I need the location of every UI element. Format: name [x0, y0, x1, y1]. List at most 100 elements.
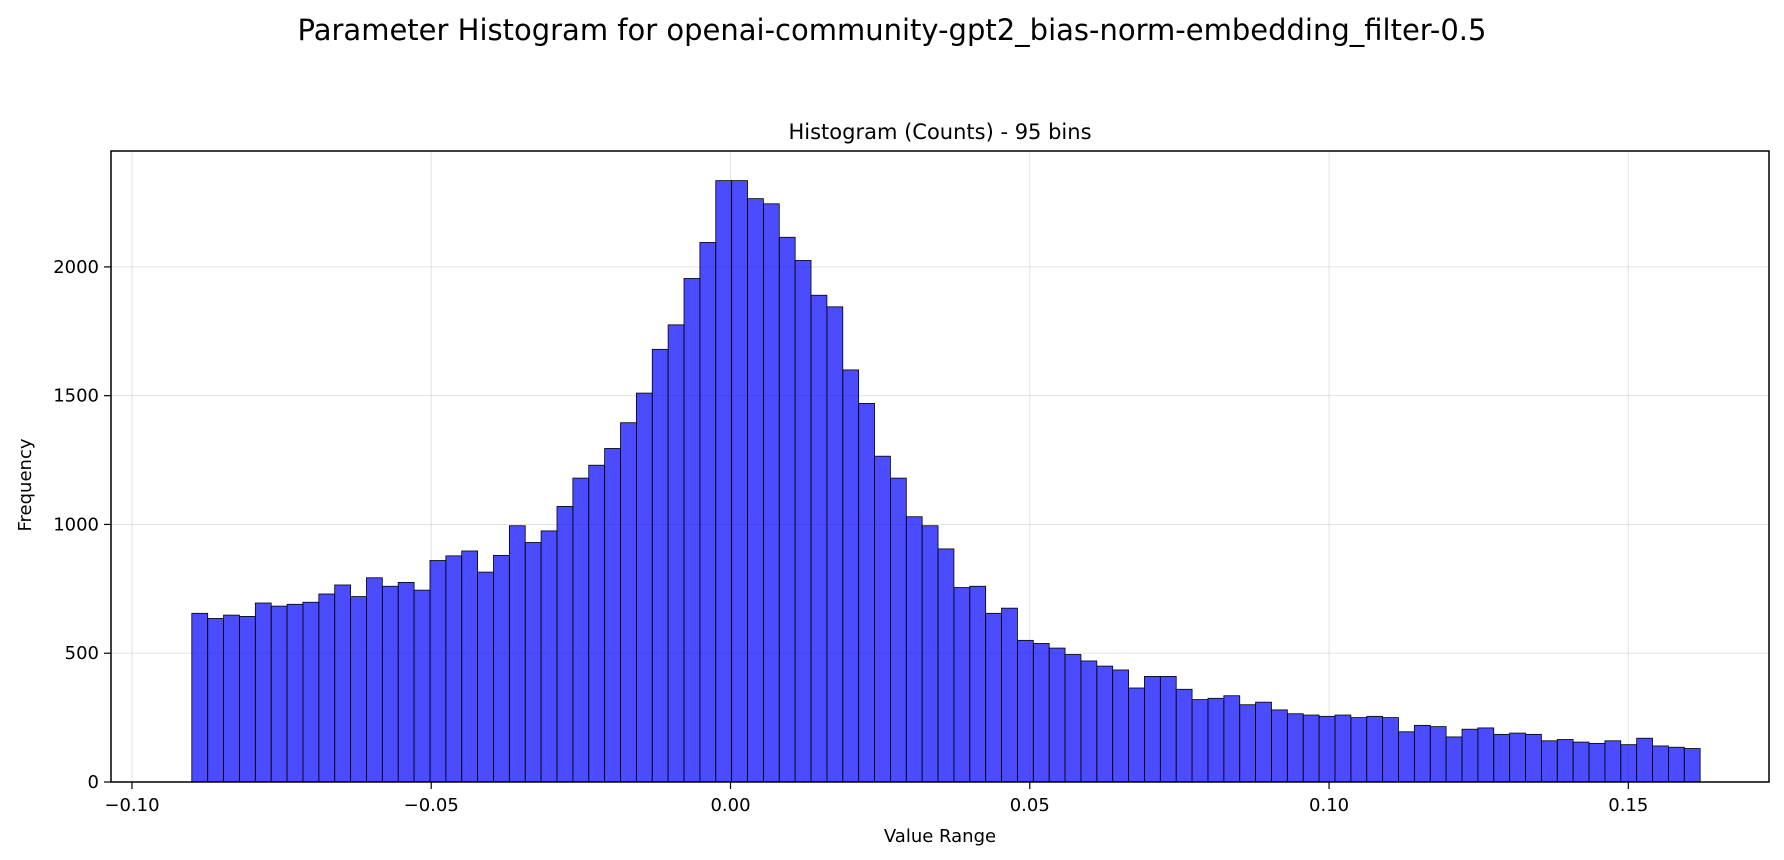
histogram-bar	[1477, 727, 1495, 783]
histogram-bar	[1096, 665, 1114, 783]
histogram-bar	[667, 324, 685, 783]
x-axis-label: Value Range	[884, 826, 996, 847]
histogram-bar	[985, 612, 1002, 783]
histogram-bar	[1588, 742, 1606, 783]
histogram-bar	[937, 548, 955, 783]
histogram-bar	[1636, 737, 1653, 783]
histogram-bar	[826, 306, 844, 783]
histogram-bar	[1572, 741, 1590, 783]
histogram-bar	[1398, 731, 1415, 783]
histogram-bar	[318, 593, 336, 783]
histogram-bar	[1080, 660, 1098, 783]
histogram-bar	[1001, 607, 1018, 783]
histogram-bar	[1652, 745, 1669, 783]
histogram-bar	[1223, 695, 1241, 783]
histogram-bar	[1032, 643, 1050, 783]
histogram-bar	[286, 603, 304, 783]
histogram-bar	[1382, 717, 1399, 783]
x-tick-label-2: 0.00	[710, 795, 750, 816]
histogram-bar	[239, 615, 256, 783]
histogram-bar	[747, 198, 764, 783]
histogram-bar	[1048, 647, 1066, 783]
histogram-bar	[890, 477, 907, 783]
histogram-bar	[1255, 701, 1272, 783]
y-tick-label-2: 1000	[53, 514, 99, 535]
histogram-bar	[302, 601, 320, 783]
histogram-bar	[921, 525, 939, 783]
histogram-bar	[699, 242, 717, 783]
histogram-bar	[794, 260, 812, 783]
histogram-bar	[1445, 736, 1463, 783]
histogram-bar	[334, 584, 351, 783]
histogram-bar	[1429, 726, 1447, 783]
histogram-bar	[588, 464, 606, 783]
histogram-bar	[223, 614, 240, 783]
y-axis-ticks: 0 500 1000 1500 2000	[53, 257, 111, 793]
histogram-bar	[683, 278, 701, 783]
histogram-bar	[1620, 744, 1638, 783]
histogram-bar	[413, 589, 431, 783]
histogram-bar	[858, 402, 875, 783]
y-tick-label-0: 0	[88, 772, 99, 793]
histogram-bar	[778, 236, 796, 783]
x-axis-ticks: −0.10 −0.05 0.00 0.05 0.10 0.15	[104, 782, 1648, 816]
histogram-bar	[493, 554, 510, 783]
histogram-bar	[1239, 704, 1256, 783]
histogram-bar	[1128, 687, 1145, 783]
histogram-bar	[254, 602, 272, 783]
histogram-bar	[556, 506, 574, 783]
histogram-bar	[1413, 724, 1431, 783]
histogram-bar	[1366, 715, 1384, 783]
histogram-bar	[1191, 699, 1209, 783]
histogram-bar	[540, 530, 558, 783]
histogram-bar	[366, 577, 383, 783]
histogram-bar	[397, 581, 415, 783]
histogram-bar	[604, 448, 621, 783]
histogram-bar	[1207, 697, 1225, 783]
histogram-bar	[270, 605, 288, 783]
plot-frame	[110, 150, 1770, 783]
histogram-bar	[1286, 713, 1304, 783]
histogram-bar	[1175, 688, 1193, 783]
y-axis-label: Frequency	[15, 438, 36, 531]
histogram-bar	[810, 294, 828, 783]
y-tick-label-1: 500	[65, 643, 99, 664]
histogram-bar	[1302, 714, 1320, 783]
histogram-bar	[762, 203, 780, 783]
x-tick-label-0: −0.10	[104, 795, 159, 816]
histogram-bar	[1509, 732, 1526, 783]
histogram-bar	[651, 348, 669, 783]
histogram-bar	[381, 585, 399, 783]
histogram-bar	[1683, 748, 1701, 783]
histogram-bar	[635, 392, 653, 783]
x-tick-label-4: 0.10	[1309, 795, 1349, 816]
histogram-bar	[572, 477, 590, 783]
histogram-bar	[905, 516, 923, 783]
histogram-bar	[445, 555, 463, 783]
histogram-bar	[461, 550, 478, 783]
histogram-bar	[1271, 709, 1288, 783]
histogram-bar	[1112, 669, 1129, 783]
figure-suptitle: Parameter Histogram for openai-community…	[298, 13, 1487, 47]
y-tick-label-3: 1500	[53, 386, 99, 407]
histogram-bar	[731, 180, 748, 783]
histogram-bar	[207, 618, 224, 783]
histogram-bar	[953, 587, 971, 783]
histogram-bar	[969, 585, 987, 783]
histogram-bar	[350, 596, 367, 783]
histogram-bar	[1017, 639, 1034, 783]
x-tick-label-1: −0.05	[404, 795, 459, 816]
histogram-bar	[191, 612, 209, 783]
histogram-bar	[508, 525, 526, 783]
x-tick-label-5: 0.15	[1608, 795, 1648, 816]
x-tick-label-3: 0.05	[1010, 795, 1050, 816]
histogram-bar	[1159, 676, 1177, 783]
histogram-bar	[524, 542, 542, 783]
histogram-bar	[1604, 740, 1622, 783]
histogram-bars	[191, 180, 1701, 783]
axes-title: Histogram (Counts) - 95 bins	[788, 120, 1091, 144]
histogram-bar	[477, 571, 494, 783]
histogram-bar	[1556, 739, 1574, 783]
histogram-bar	[1144, 676, 1161, 783]
